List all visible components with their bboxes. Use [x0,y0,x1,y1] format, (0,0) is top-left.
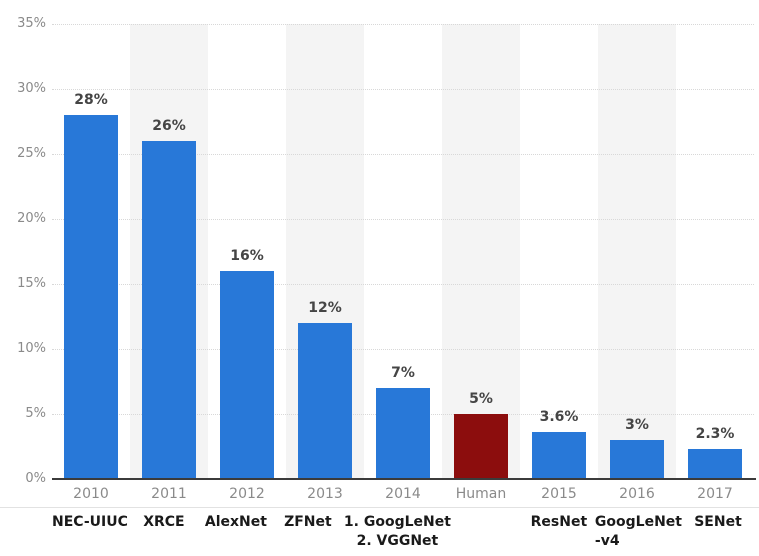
bar-2016[interactable] [610,440,664,479]
model-label-line: -v4 [594,533,620,549]
bar-value-label: 16% [230,248,264,264]
bar-2013[interactable] [298,323,352,479]
bar-value-label: 3.6% [539,409,579,426]
bar-2012[interactable] [220,271,274,479]
column-stripe [442,24,520,479]
gridline [52,284,754,285]
bar-value-label: 7% [391,365,415,381]
bar-value-label: 3% [625,417,649,433]
bar-value-label: 2.3% [695,426,735,443]
bar-2017[interactable] [688,449,742,479]
chart-column: 5% [442,24,520,479]
model-label-line: SENet [694,514,742,530]
model-label-line: NEC-UIUC [52,514,128,530]
x-axis-year-label: Human [455,486,507,502]
bar-2011[interactable] [142,141,196,479]
bar-human[interactable] [454,414,508,479]
bar-value-label: 28% [74,92,108,108]
chart-column: 28% [52,24,130,479]
x-axis-year-row: 2010 2011 2012 2013 2014 Human 2015 2016 2017 [52,484,754,504]
x-axis-model-label: ZFNet [272,513,344,532]
model-label-line: XRCE [143,514,185,530]
x-axis-year-label: 2016 [619,486,655,502]
bar-2015[interactable] [532,432,586,479]
axis-separator-line [0,507,759,508]
gridline [52,349,754,350]
gridline [52,89,754,90]
x-axis-year-label: 2014 [385,486,421,502]
bar-2014[interactable] [376,388,430,479]
gridline [52,154,754,155]
x-axis-model-label: 1. GoogLeNet 2. VGGNet [344,513,451,551]
model-label-line: AlexNet [204,514,267,530]
chart-column: 2.3% [676,24,754,479]
column-stripe [598,24,676,479]
y-axis-tick-label: 30% [17,81,46,96]
model-label-line: 1. GoogLeNet [343,514,451,530]
bar-value-label: 5% [469,391,493,407]
model-label-line: GoogLeNet [594,514,682,530]
model-label-line: ZFNet [284,514,332,530]
gridline [52,219,754,220]
model-label-line: 2. VGGNet [356,533,439,549]
y-axis-tick-label: 15% [17,276,46,291]
chart-column: 3% [598,24,676,479]
x-axis-year-label: 2011 [151,486,187,502]
x-axis-model-label: ResNet [523,513,595,532]
x-axis-model-label: GoogLeNet -v4 [595,513,682,551]
y-axis-tick-label: 10% [17,341,46,356]
x-axis-model-label: AlexNet [200,513,272,532]
chart-column: 7% [364,24,442,479]
x-axis-model-label: NEC-UIUC [52,513,128,532]
y-axis-tick-label: 5% [25,406,46,421]
plot-area: 28% 26% 16% 12% 7% 5% 3.6% 3% 2.3% [52,24,754,479]
gridline [52,24,754,25]
x-axis-year-label: 2017 [697,486,733,502]
model-label-line: ResNet [530,514,588,530]
x-axis-model-label: SENet [682,513,754,532]
y-axis-tick-label: 20% [17,211,46,226]
chart-column: 16% [208,24,286,479]
chart-column: 26% [130,24,208,479]
x-axis-model-row: NEC-UIUC XRCE AlexNet ZFNet 1. GoogLeNet 2. V… [52,513,754,551]
x-axis-year-label: 2010 [73,486,109,502]
y-axis-tick-label: 25% [17,146,46,161]
x-axis-model-label: XRCE [128,513,200,532]
bar-value-label: 12% [308,300,342,316]
bar-value-label: 26% [152,118,186,134]
x-axis-year-label: 2012 [229,486,265,502]
bar-2010[interactable] [64,115,118,479]
x-axis-line [52,478,756,480]
x-axis-year-label: 2013 [307,486,343,502]
chart-column: 3.6% [520,24,598,479]
x-axis-year-label: 2015 [541,486,577,502]
y-axis-tick-label: 35% [17,16,46,31]
y-axis-tick-label: 0% [25,471,46,486]
chart-column: 12% [286,24,364,479]
